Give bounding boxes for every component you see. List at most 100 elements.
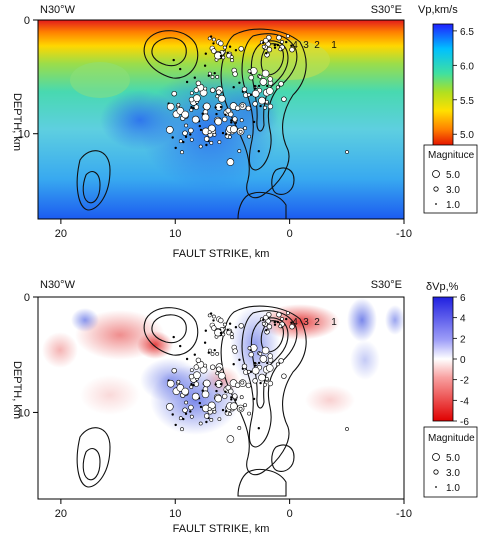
- event-marker: [232, 71, 238, 77]
- event-marker: [213, 71, 216, 75]
- event-marker: [275, 362, 280, 367]
- event-marker: [264, 99, 269, 104]
- event-marker: [221, 131, 225, 135]
- event-marker: [211, 314, 216, 319]
- event-marker: [203, 341, 207, 344]
- event-marker: [203, 102, 211, 111]
- event-marker: [184, 135, 188, 139]
- plot-frame: [37, 296, 405, 500]
- event-marker: [198, 401, 202, 405]
- contour-label: 1: [331, 317, 337, 328]
- event-marker: [267, 103, 274, 110]
- corner-label-left: N30°W: [40, 4, 76, 16]
- event-marker: [245, 105, 252, 112]
- event-marker: [189, 368, 194, 373]
- event-marker: [243, 403, 248, 408]
- event-marker: [248, 351, 254, 358]
- event-marker: [179, 344, 182, 348]
- event-marker: [228, 322, 232, 325]
- event-marker: [207, 407, 212, 412]
- legend-entry: 1.0: [446, 483, 460, 494]
- y-tick-label: 10: [18, 129, 30, 141]
- legend-entry: 5.0: [446, 453, 460, 464]
- event-marker: [246, 369, 251, 374]
- event-marker: [230, 121, 233, 124]
- event-marker: [212, 132, 217, 137]
- corner-label-left: N30°W: [40, 279, 76, 291]
- event-marker: [171, 368, 177, 374]
- event-marker: [209, 417, 214, 422]
- event-marker: [209, 35, 213, 38]
- event-marker: [230, 402, 238, 411]
- event-marker: [276, 312, 282, 318]
- event-marker: [176, 102, 181, 107]
- event-marker: [230, 119, 233, 122]
- event-marker: [267, 353, 273, 359]
- event-marker: [234, 48, 238, 52]
- event-marker: [182, 407, 188, 413]
- event-marker: [265, 364, 274, 372]
- contour-line: [82, 171, 101, 204]
- event-marker: [221, 408, 225, 412]
- event-marker: [166, 102, 175, 111]
- contour-label: 4: [292, 40, 298, 51]
- event-marker: [207, 348, 212, 353]
- event-marker: [285, 317, 288, 321]
- event-marker: [289, 46, 295, 53]
- legend-title: Magnituce: [428, 150, 475, 161]
- event-marker: [264, 376, 269, 381]
- event-marker: [180, 427, 184, 432]
- event-marker: [261, 69, 270, 78]
- earthquake-events: [166, 311, 349, 443]
- event-marker: [193, 87, 200, 93]
- event-marker: [263, 105, 267, 110]
- colorbar-tick-label: 0: [460, 355, 466, 366]
- event-marker: [252, 101, 258, 107]
- event-marker: [171, 136, 174, 139]
- magnitude-legend: Magnituce 5.0 3.0 1.0: [423, 144, 478, 214]
- event-marker: [290, 321, 293, 324]
- event-marker: [232, 393, 238, 399]
- event-marker: [204, 413, 210, 419]
- event-marker: [238, 323, 244, 329]
- legend-entry: 3.0: [446, 185, 460, 196]
- event-marker: [266, 324, 273, 330]
- event-marker: [221, 55, 226, 60]
- event-marker: [218, 40, 224, 47]
- event-marker: [263, 382, 267, 387]
- event-marker: [238, 406, 243, 411]
- y-tick-label: 10: [18, 407, 30, 419]
- event-marker: [176, 379, 181, 384]
- event-marker: [193, 353, 197, 356]
- event-marker: [259, 381, 262, 385]
- x-axis-label: FAULT STRIKE, km: [173, 523, 270, 535]
- event-marker: [267, 76, 273, 82]
- event-marker: [192, 384, 195, 387]
- event-marker: [285, 40, 288, 44]
- event-marker: [189, 133, 192, 136]
- contour-line: [151, 37, 187, 67]
- event-marker: [259, 78, 268, 86]
- colorbar: [432, 296, 454, 422]
- event-marker: [193, 364, 200, 370]
- legend-entry: 3.0: [446, 468, 460, 479]
- event-marker: [179, 67, 182, 71]
- event-marker: [278, 47, 283, 52]
- event-marker: [280, 316, 284, 321]
- event-marker: [189, 410, 192, 413]
- event-marker: [191, 392, 200, 401]
- event-marker: [247, 69, 252, 74]
- event-marker: [229, 332, 234, 336]
- event-marker: [276, 43, 279, 47]
- colorbar-tick-label: -2: [460, 376, 469, 387]
- event-marker: [207, 351, 211, 354]
- event-marker: [222, 116, 228, 123]
- event-marker: [257, 150, 260, 153]
- event-marker: [240, 103, 245, 108]
- contour-label: 3: [303, 40, 309, 51]
- event-marker: [189, 137, 194, 142]
- event-marker: [208, 401, 216, 410]
- event-marker: [214, 383, 217, 386]
- event-marker: [174, 423, 177, 427]
- colorbar-tick-label: 5.0: [460, 130, 474, 141]
